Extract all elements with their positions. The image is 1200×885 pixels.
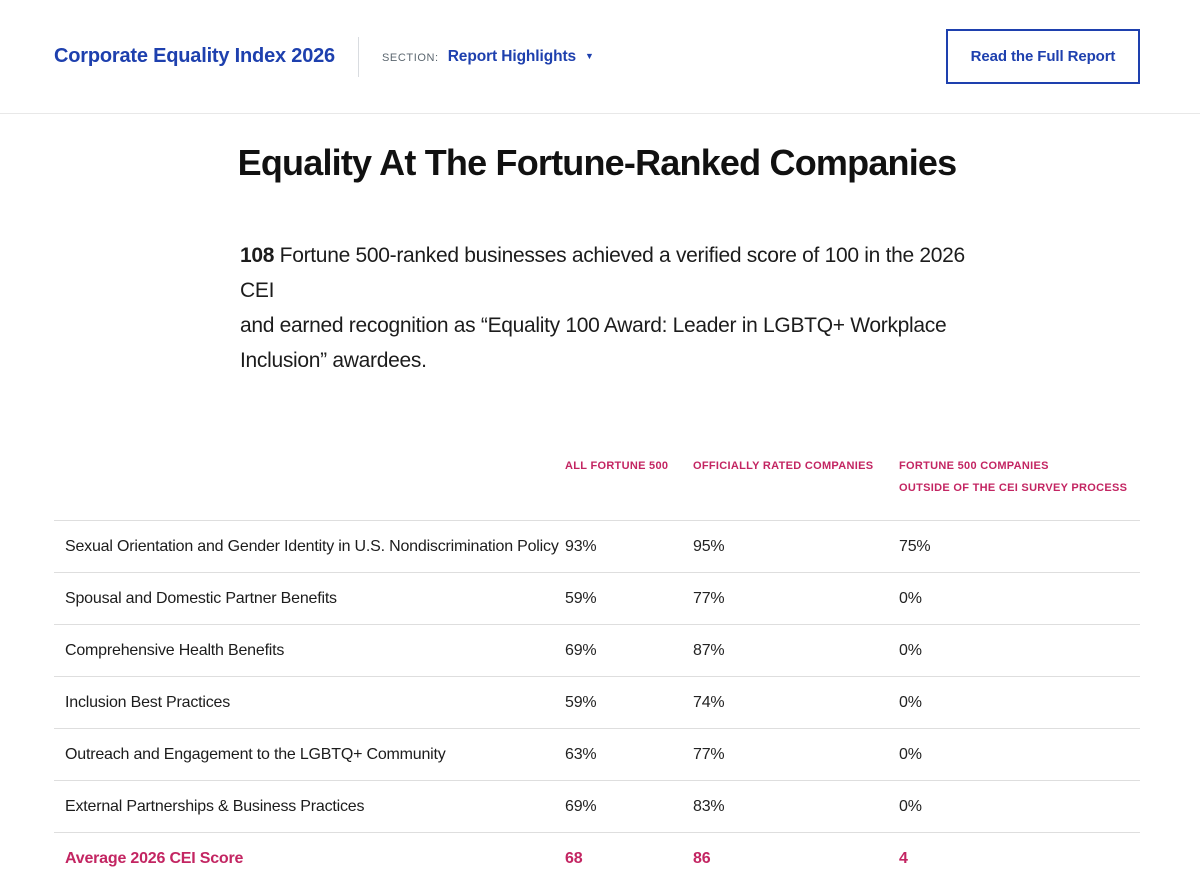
section-nav: SECTION: Report Highlights ▼ — [382, 48, 594, 66]
section-dropdown[interactable]: Report Highlights ▼ — [448, 48, 594, 66]
intro-number: 108 — [240, 244, 275, 267]
row-value: 95% — [693, 537, 725, 555]
chevron-down-icon: ▼ — [585, 51, 594, 61]
row-value: 59% — [565, 589, 597, 607]
report-title: Corporate Equality Index 2026 — [54, 45, 335, 67]
row-value: 0% — [899, 641, 922, 659]
row-value: 87% — [693, 641, 725, 659]
section-label: SECTION: — [381, 51, 439, 64]
footer-row-value: 86 — [693, 849, 711, 867]
row-value: 75% — [899, 537, 931, 555]
benefits-table: ALL FORTUNE 500 OFFICIALLY RATED COMPANI… — [54, 455, 1140, 884]
column-header-officially-rated: OFFICIALLY RATED COMPANIES — [693, 460, 874, 472]
row-value: 69% — [565, 797, 597, 815]
row-label: External Partnerships & Business Practic… — [65, 797, 365, 815]
row-value: 83% — [693, 797, 725, 815]
table-row: Inclusion Best Practices 59% 74% 0% — [54, 676, 1140, 728]
row-value: 59% — [565, 693, 597, 711]
footer-row-value: 4 — [899, 849, 908, 867]
row-label: Inclusion Best Practices — [65, 693, 231, 711]
table-header-row: ALL FORTUNE 500 OFFICIALLY RATED COMPANI… — [54, 455, 1140, 520]
row-value: 0% — [899, 797, 922, 815]
section-dropdown-value: Report Highlights — [447, 47, 577, 65]
intro-line-3: Inclusion” awardees. — [240, 349, 427, 372]
column-header-outside-cei: FORTUNE 500 COMPANIES OUTSIDE OF THE CEI… — [899, 460, 1128, 494]
read-full-report-button[interactable]: Read the Full Report — [946, 29, 1140, 84]
intro-line-1: 108 Fortune 500-ranked businesses achiev… — [240, 244, 965, 302]
column-header-all-fortune-500: ALL FORTUNE 500 — [565, 460, 669, 472]
row-value: 0% — [899, 589, 922, 607]
table-footer-row: Average 2026 CEI Score 68 86 4 — [54, 832, 1140, 884]
table-row: Comprehensive Health Benefits 69% 87% 0% — [54, 624, 1140, 676]
row-label: Spousal and Domestic Partner Benefits — [65, 589, 337, 607]
row-value: 69% — [565, 641, 597, 659]
intro-paragraph: 108 Fortune 500-ranked businesses achiev… — [240, 238, 980, 378]
table-row: External Partnerships & Business Practic… — [54, 780, 1140, 832]
row-label: Outreach and Engagement to the LGBTQ+ Co… — [65, 745, 446, 763]
intro-line-2: and earned recognition as “Equality 100 … — [240, 314, 947, 337]
row-label: Sexual Orientation and Gender Identity i… — [65, 537, 559, 555]
row-value: 77% — [693, 745, 725, 763]
row-value: 77% — [693, 589, 725, 607]
row-value: 0% — [899, 693, 922, 711]
row-value: 74% — [693, 693, 725, 711]
table-row: Sexual Orientation and Gender Identity i… — [54, 520, 1140, 572]
main-content: Equality At The Fortune-Ranked Companies… — [54, 141, 1140, 884]
footer-row-value: 68 — [565, 849, 583, 867]
row-label: Comprehensive Health Benefits — [65, 641, 285, 659]
row-value: 0% — [899, 745, 922, 763]
page-title: Equality At The Fortune-Ranked Companies — [237, 142, 958, 183]
table-row: Outreach and Engagement to the LGBTQ+ Co… — [54, 728, 1140, 780]
table-row: Spousal and Domestic Partner Benefits 59… — [54, 572, 1140, 624]
row-value: 93% — [565, 537, 597, 555]
vertical-divider — [357, 36, 359, 77]
row-value: 63% — [565, 745, 597, 763]
top-bar: Corporate Equality Index 2026 SECTION: R… — [0, 0, 1200, 114]
footer-row-label: Average 2026 CEI Score — [65, 849, 244, 867]
